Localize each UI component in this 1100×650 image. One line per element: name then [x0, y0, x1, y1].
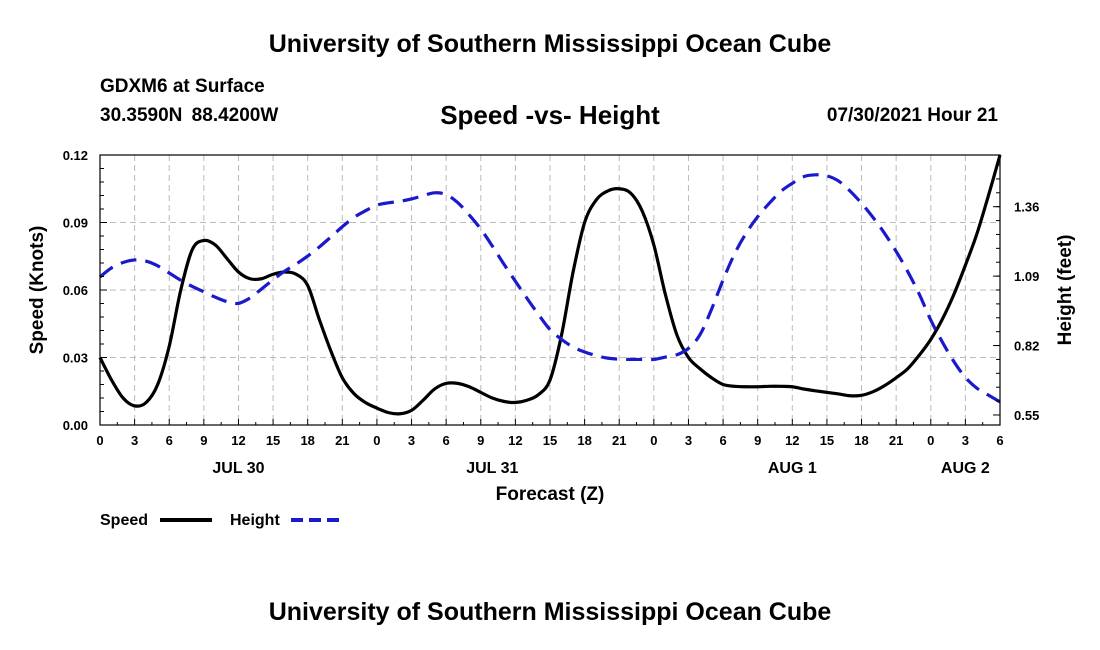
x-tick-label: 12 [231, 433, 245, 448]
date-label: AUG 1 [768, 460, 817, 477]
x-tick-label: 9 [200, 433, 207, 448]
y-axis-right-label: Height (feet) [1055, 235, 1076, 346]
x-tick-label: 3 [131, 433, 138, 448]
y-right-tick-label: 1.36 [1014, 200, 1039, 215]
y-right-tick-label: 1.09 [1014, 269, 1039, 284]
x-tick-label: 6 [443, 433, 450, 448]
x-axis-label: Forecast (Z) [496, 484, 605, 505]
x-tick-label: 6 [719, 433, 726, 448]
x-tick-label: 3 [685, 433, 692, 448]
date-label: AUG 2 [941, 460, 990, 477]
chart-title: Speed -vs- Height [440, 100, 660, 130]
series-layer [98, 154, 1002, 416]
x-tick-label: 3 [408, 433, 415, 448]
x-tick-label: 3 [962, 433, 969, 448]
axis-layer: 0 3 6 9 12 15 18 21 0 3 6 9 12 15 18 21 0 3 6 9 12 15 18 21 0 3 6 J… [63, 148, 1040, 477]
date-label: JUL 30 [212, 460, 264, 477]
x-tick-label: 21 [612, 433, 626, 448]
speed-series-line [98, 154, 1002, 416]
grid-layer [100, 155, 1000, 425]
y-right-tick-label: 0.55 [1014, 408, 1039, 423]
x-tick-label: 15 [543, 433, 557, 448]
y-left-tick-label: 0.09 [63, 216, 88, 231]
x-tick-label: 6 [166, 433, 173, 448]
x-tick-label: 9 [754, 433, 761, 448]
station-coordinates: 30.3590N 88.4200W [100, 105, 279, 126]
y-axis-left-label: Speed (Knots) [27, 226, 48, 355]
x-tick-label: 12 [785, 433, 799, 448]
x-tick-label: 15 [820, 433, 834, 448]
x-tick-label: 9 [477, 433, 484, 448]
legend-speed-label: Speed [100, 512, 148, 529]
x-tick-label: 15 [266, 433, 280, 448]
legend-height-label: Height [230, 512, 280, 529]
y-right-tick-label: 0.82 [1014, 339, 1039, 354]
y-left-tick-label: 0.12 [63, 148, 88, 163]
date-label: JUL 31 [466, 460, 518, 477]
forecast-timestamp: 07/30/2021 Hour 21 [826, 105, 998, 126]
x-tick-label: 18 [577, 433, 591, 448]
y-left-tick-label: 0.03 [63, 351, 88, 366]
legend: Speed Height [100, 512, 343, 529]
station-label: GDXM6 at Surface [100, 76, 265, 97]
bottom-title: University of Southern Mississippi Ocean… [268, 598, 832, 626]
x-tick-label: 18 [300, 433, 314, 448]
height-series-line [98, 173, 1001, 404]
x-tick-label: 21 [889, 433, 903, 448]
x-tick-label: 0 [373, 433, 380, 448]
x-tick-label: 0 [927, 433, 934, 448]
x-tick-label: 6 [996, 433, 1003, 448]
x-tick-label: 18 [854, 433, 868, 448]
x-tick-label: 0 [650, 433, 657, 448]
x-tick-label: 21 [335, 433, 349, 448]
top-title: University of Southern Mississippi Ocean… [268, 30, 832, 58]
y-left-tick-label: 0.06 [63, 283, 88, 298]
y-left-tick-label: 0.00 [63, 418, 88, 433]
x-tick-label: 0 [96, 433, 103, 448]
x-tick-label: 12 [508, 433, 522, 448]
